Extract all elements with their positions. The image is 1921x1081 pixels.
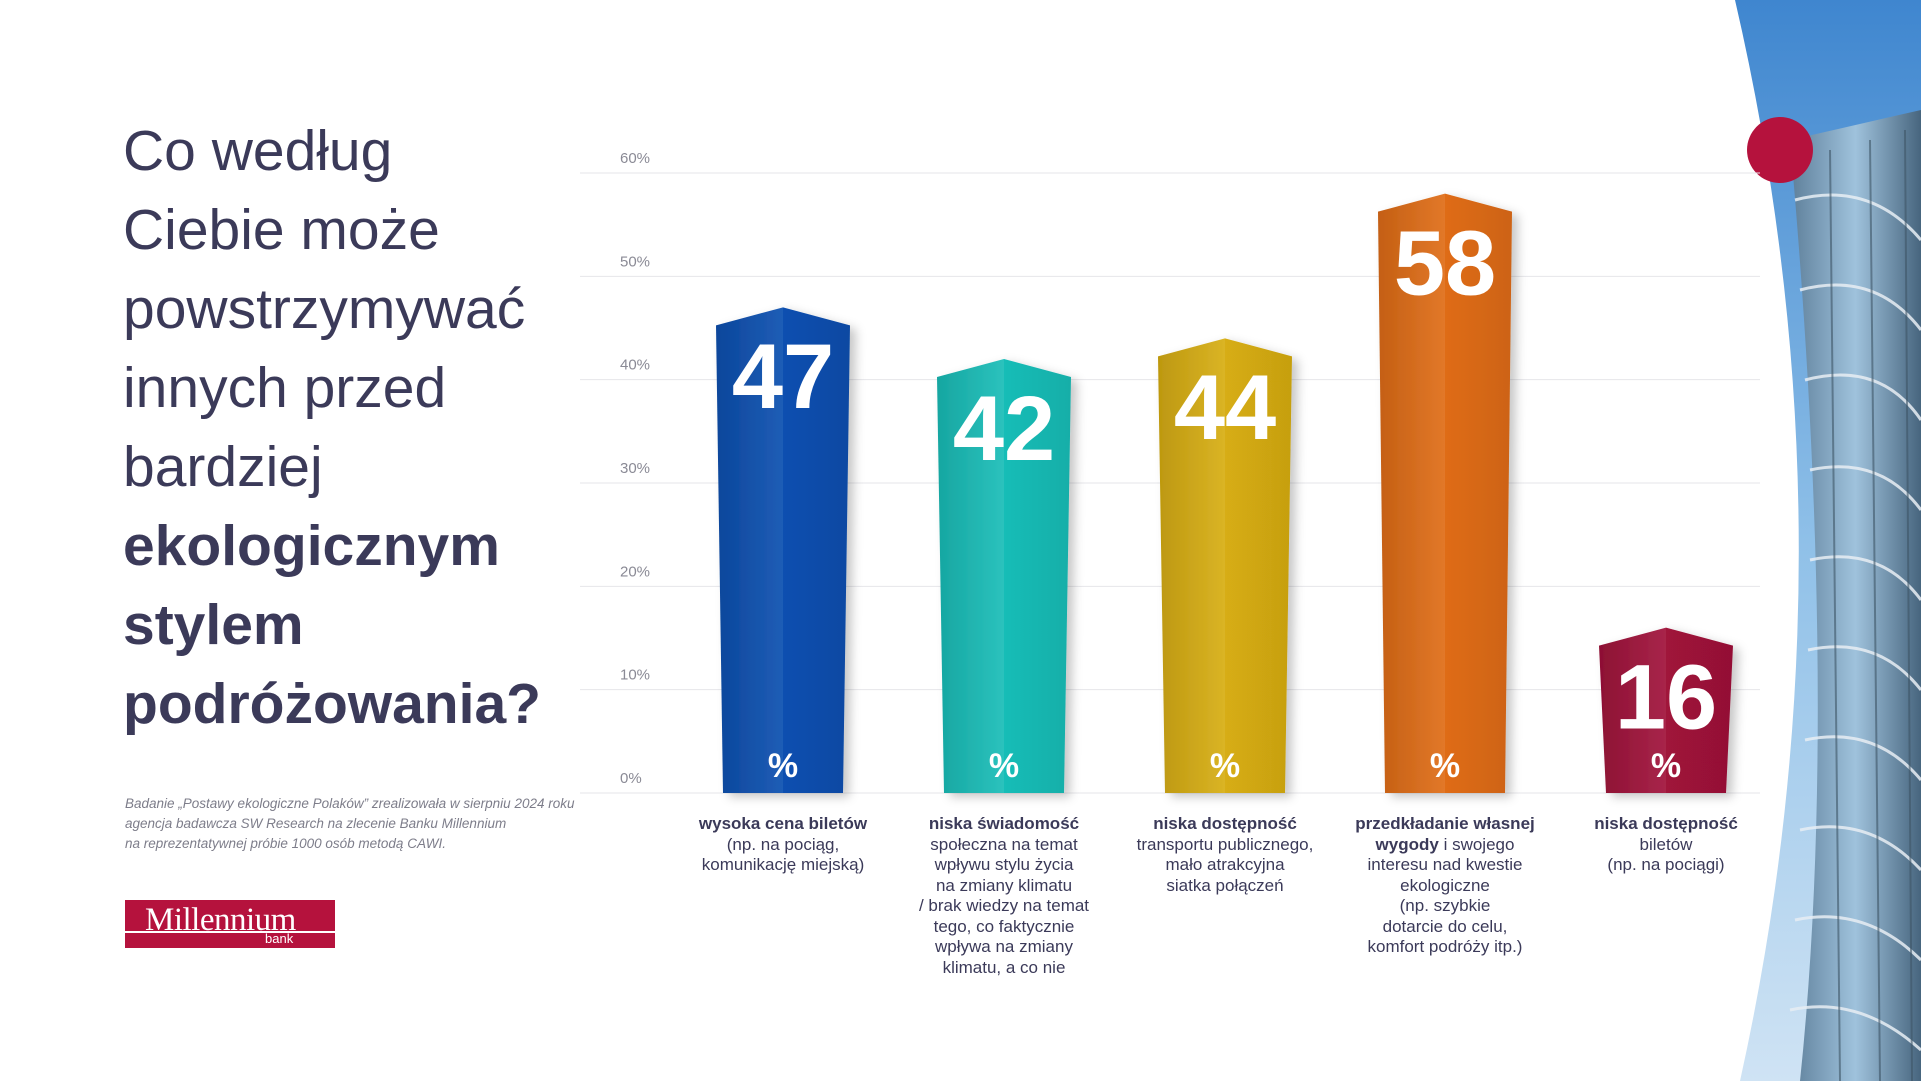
bar-percent-sign: %: [1430, 747, 1460, 785]
bar: 44%: [1158, 338, 1292, 793]
question-line: Co według: [123, 119, 393, 183]
question-line: innych przed: [123, 356, 447, 420]
bar: 16%: [1599, 627, 1733, 793]
bar-percent-sign: %: [989, 747, 1019, 785]
bar-value-label: 58: [1394, 212, 1496, 314]
logo-sub: bank: [265, 931, 294, 946]
question-line: bardziej: [123, 435, 323, 499]
bar-value-label: 42: [953, 378, 1055, 480]
bar: 58%: [1378, 193, 1512, 793]
bar-percent-sign: %: [768, 747, 798, 785]
bar-shape: [937, 359, 1071, 793]
bar-value-label: 47: [732, 326, 834, 428]
question-line-bold: podróżowania?: [123, 672, 541, 736]
y-tick-label: 50%: [620, 253, 650, 270]
survey-note-line: Badanie „Postawy ekologiczne Polaków” zr…: [125, 796, 575, 811]
bar-percent-sign: %: [1210, 747, 1240, 785]
survey-note-line: na reprezentatywnej próbie 1000 osób met…: [125, 836, 446, 851]
y-tick-label: 30%: [620, 460, 650, 477]
x-category-label: niska dostępność transportu publicznego, m…: [1136, 814, 1314, 895]
millennium-bank-logo: Millennium bank: [125, 900, 335, 948]
bar-percent-sign: %: [1651, 747, 1681, 785]
survey-note-line: agencja badawcza SW Research na zlecenie…: [125, 816, 507, 831]
x-category-label: niska dostępność biletów (np. na pociągi): [1594, 814, 1738, 874]
survey-note: Badanie „Postawy ekologiczne Polaków” zr…: [125, 794, 595, 854]
question-line: Ciebie może: [123, 198, 440, 262]
y-tick-label: 10%: [620, 667, 650, 684]
bar: 47%: [716, 307, 850, 793]
question-line: powstrzymywać: [123, 277, 526, 341]
question-line-bold: ekologicznym: [123, 514, 500, 578]
bar: 42%: [937, 359, 1071, 793]
bar-shape: [716, 307, 850, 793]
y-tick-label: 0%: [620, 770, 642, 787]
bar-shape: [1378, 193, 1512, 793]
y-tick-label: 60%: [620, 150, 650, 167]
x-category-label: wysoka cena biletów (np. na pociąg, komuni…: [698, 814, 868, 874]
question-line-bold: stylem: [123, 593, 304, 657]
question-heading: Co według Ciebie może powstrzymywać inny…: [123, 112, 583, 744]
x-category-label: niska świadomość społeczna na temat wpływu…: [918, 814, 1090, 977]
accent-dot: [1747, 117, 1813, 183]
bar-value-label: 16: [1615, 646, 1717, 748]
bar-shape: [1158, 338, 1292, 793]
bars: 47%42%44%58%16%: [716, 193, 1733, 793]
y-tick-label: 20%: [620, 563, 650, 580]
x-category-label: przedkładanie własnej wygody i swojego int…: [1355, 814, 1535, 956]
logo-rule: [125, 931, 335, 933]
y-tick-label: 40%: [620, 357, 650, 374]
bar-value-label: 44: [1174, 357, 1276, 459]
bar-shape: [1599, 627, 1733, 793]
